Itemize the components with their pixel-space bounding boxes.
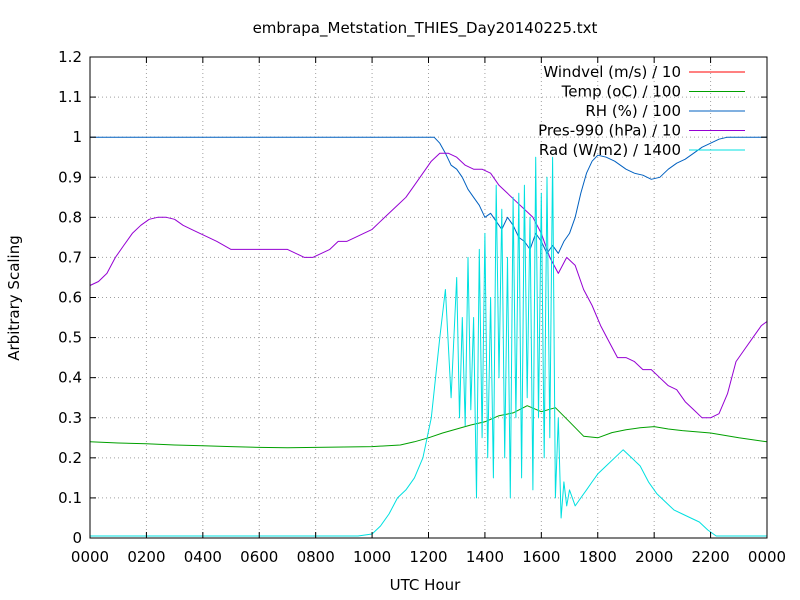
series-line-3 xyxy=(90,136,767,254)
series-line-4 xyxy=(89,152,768,419)
y-tick-label: 0.7 xyxy=(58,248,82,266)
x-axis: 0000 0200 0400 0600 0800 1000 1200 1400 1600 1800… xyxy=(71,57,786,566)
legend-label-1: Windvel (m/s) / 10 xyxy=(543,63,681,81)
legend-label-3: RH (%) / 100 xyxy=(585,102,681,120)
y-tick-label: 1 xyxy=(72,128,82,146)
x-tick-label: 0800 xyxy=(297,548,335,566)
legend-label-4: Pres-990 (hPa) / 10 xyxy=(538,122,681,140)
y-tick-label: 0.2 xyxy=(58,449,82,467)
x-tick-label: 1600 xyxy=(522,548,560,566)
x-tick-label: 1200 xyxy=(409,548,447,566)
x-tick-label: 1400 xyxy=(466,548,504,566)
y-axis-label: Arbitrary Scaling xyxy=(5,235,23,361)
series-line-5 xyxy=(90,156,767,537)
x-tick-label: 0400 xyxy=(184,548,222,566)
x-tick-label: 2200 xyxy=(691,548,729,566)
y-tick-label: 0 xyxy=(72,529,82,547)
x-axis-label: UTC Hour xyxy=(390,576,461,594)
x-tick-label: 0000 xyxy=(748,548,786,566)
series-layer xyxy=(89,136,768,537)
y-tick-label: 0.1 xyxy=(58,489,82,507)
x-tick-label: 2000 xyxy=(635,548,673,566)
x-tick-label: 0000 xyxy=(71,548,109,566)
y-axis: 0 0.1 0.2 0.3 0.4 0.5 0.6 0.7 0.8 0.9 1 1.1 1.2 xyxy=(58,48,767,547)
y-tick-label: 0.5 xyxy=(58,329,82,347)
y-tick-label: 0.8 xyxy=(58,208,82,226)
y-tick-label: 0.6 xyxy=(58,289,82,307)
y-tick-label: 1.2 xyxy=(58,48,82,66)
legend-label-5: Rad (W/m2) / 1400 xyxy=(539,141,681,159)
y-tick-label: 0.4 xyxy=(58,369,82,387)
x-tick-label: 0600 xyxy=(240,548,278,566)
x-tick-label: 0200 xyxy=(127,548,165,566)
legend-label-2: Temp (oC) / 100 xyxy=(561,83,681,101)
y-tick-label: 0.9 xyxy=(58,168,82,186)
chart-title: embrapa_Metstation_THIES_Day20140225.txt xyxy=(253,19,598,38)
x-tick-label: 1000 xyxy=(353,548,391,566)
x-tick-label: 1800 xyxy=(579,548,617,566)
y-tick-label: 0.3 xyxy=(58,409,82,427)
y-tick-label: 1.1 xyxy=(58,88,82,106)
series-line-2 xyxy=(89,405,768,449)
